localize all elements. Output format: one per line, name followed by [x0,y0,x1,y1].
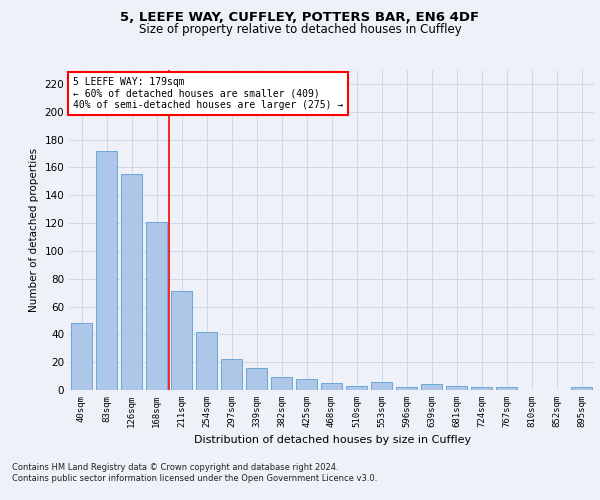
Text: Contains public sector information licensed under the Open Government Licence v3: Contains public sector information licen… [12,474,377,483]
Bar [446,386,467,390]
Text: Distribution of detached houses by size in Cuffley: Distribution of detached houses by size … [194,435,472,445]
Bar [371,382,392,390]
Bar [571,387,592,390]
Bar [271,378,292,390]
Bar [171,291,192,390]
Bar [296,379,317,390]
Bar [121,174,142,390]
Bar [471,387,492,390]
Y-axis label: Number of detached properties: Number of detached properties [29,148,39,312]
Bar [221,360,242,390]
Bar [246,368,267,390]
Text: Contains HM Land Registry data © Crown copyright and database right 2024.: Contains HM Land Registry data © Crown c… [12,462,338,471]
Bar [196,332,217,390]
Text: Size of property relative to detached houses in Cuffley: Size of property relative to detached ho… [139,22,461,36]
Bar [346,386,367,390]
Bar [71,323,92,390]
Bar [496,387,517,390]
Bar [396,387,417,390]
Bar [96,150,117,390]
Bar [321,383,342,390]
Text: 5, LEEFE WAY, CUFFLEY, POTTERS BAR, EN6 4DF: 5, LEEFE WAY, CUFFLEY, POTTERS BAR, EN6 … [121,11,479,24]
Bar [146,222,167,390]
Text: 5 LEEFE WAY: 179sqm
← 60% of detached houses are smaller (409)
40% of semi-detac: 5 LEEFE WAY: 179sqm ← 60% of detached ho… [73,77,343,110]
Bar [421,384,442,390]
